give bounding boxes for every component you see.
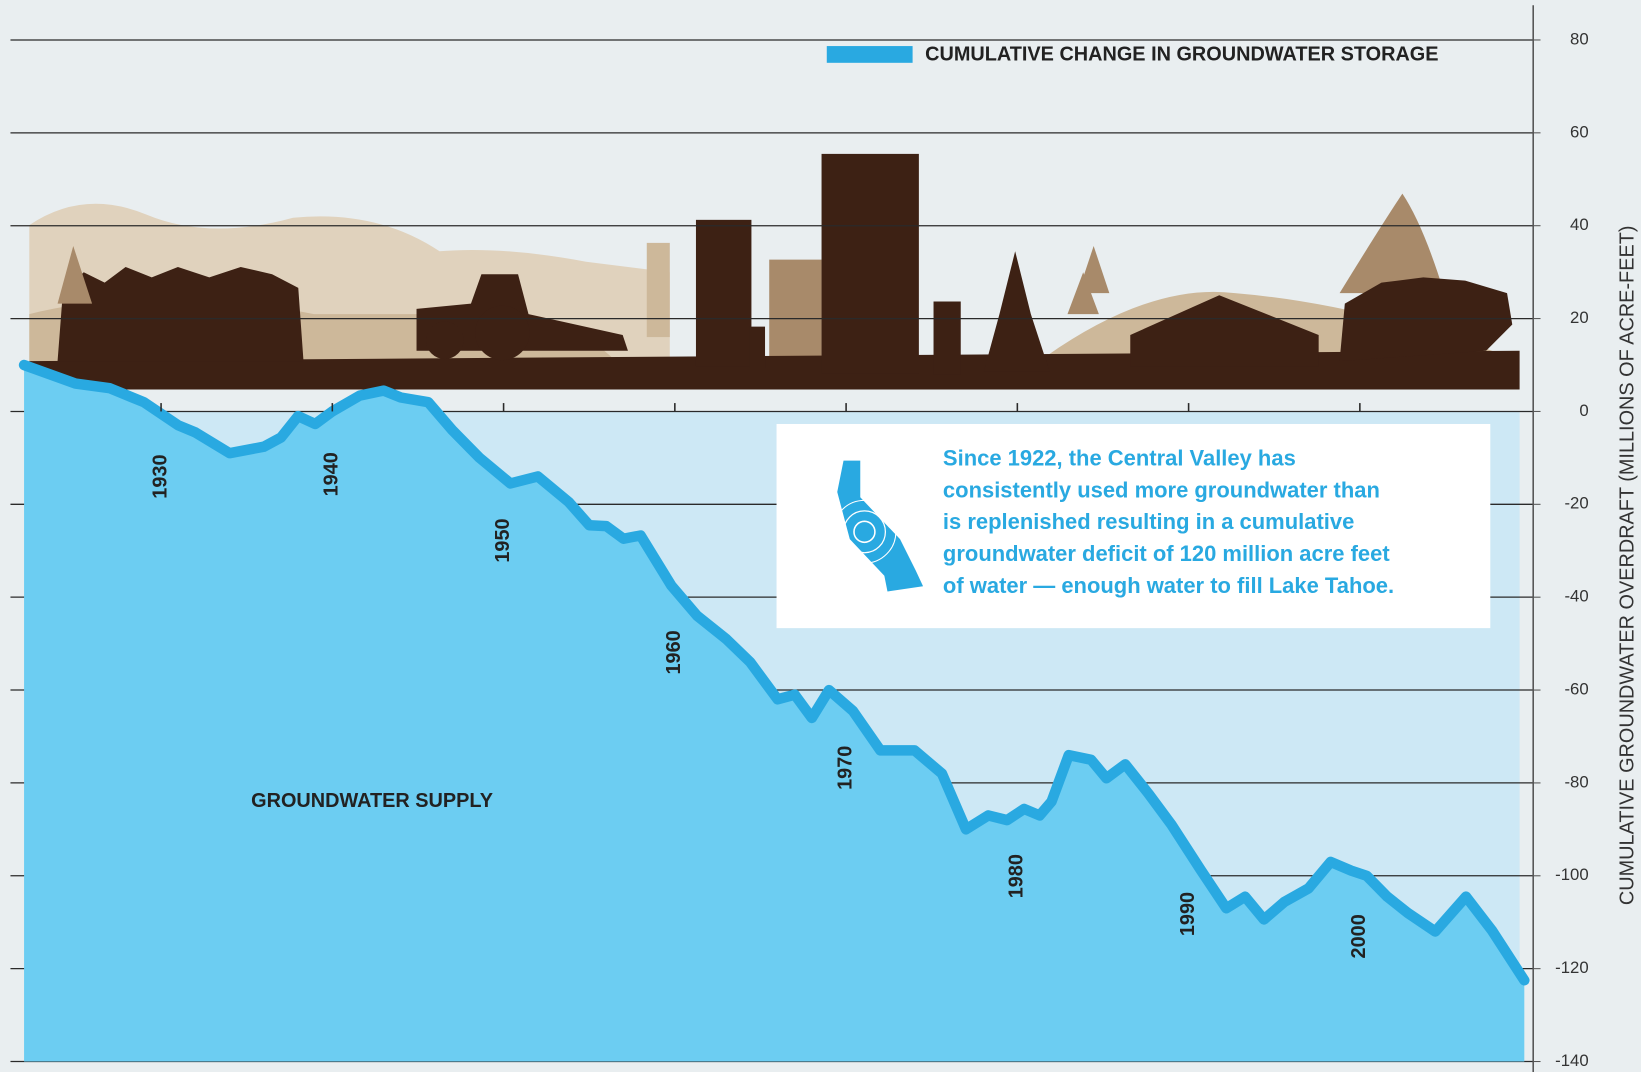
tree (1339, 193, 1445, 294)
tree (983, 251, 1050, 372)
tree (57, 246, 93, 304)
trees (1339, 277, 1513, 362)
y-tick-label: -20 (1564, 494, 1588, 513)
icon-ring (842, 510, 887, 554)
california-icon (837, 460, 924, 592)
legend-label: CUMULATIVE CHANGE IN GROUNDWATER STORAGE (925, 44, 1438, 66)
x-tick-label: 1990 (1177, 892, 1199, 936)
x-tick-label: 1980 (1006, 854, 1028, 898)
callout-line: consistently used more groundwater than (943, 477, 1380, 502)
labels: 80 60 40 20 0 -20 -40 -60 -80 -100 -120 -140 1930 194… (149, 29, 1588, 1070)
legend-swatch (826, 46, 913, 63)
y-tick-label: 80 (1570, 29, 1589, 48)
callout-line: is replenished resulting in a cumulative (943, 509, 1354, 534)
y-tick-label: -120 (1555, 958, 1588, 977)
building (769, 259, 822, 365)
y-tick-label: 20 (1570, 308, 1589, 327)
x-tick-label: 2000 (1348, 914, 1370, 958)
orchard (57, 266, 304, 362)
area-label: GROUNDWATER SUPPLY (251, 790, 493, 812)
icon-ring (832, 499, 897, 564)
tractor (416, 274, 628, 351)
wheel (425, 321, 464, 360)
y-tick-label: -100 (1555, 865, 1588, 884)
callout-line: of water — enough water to fill Lake Tah… (943, 573, 1394, 598)
y-tick-label: -40 (1564, 587, 1588, 606)
barn (1130, 295, 1319, 367)
callout-text: Since 1922, the Central Valley has consis… (943, 445, 1394, 598)
y-tick-label: 40 (1570, 215, 1589, 234)
building (821, 153, 919, 374)
data-layer (18, 359, 1530, 1062)
y-tick-label: -80 (1564, 772, 1588, 791)
x-tick-label: 1960 (663, 630, 685, 674)
y-tick-label: 60 (1570, 122, 1589, 141)
x-tick-label: 1930 (149, 454, 171, 498)
y-tick-label: 0 (1579, 401, 1588, 420)
y-axis-title: CUMULATIVE GROUNDWATER OVERDRAFT (MILLIO… (1617, 226, 1639, 906)
area (24, 365, 1525, 1062)
callout-line: groundwater deficit of 120 million acre … (943, 541, 1390, 566)
building (749, 326, 766, 369)
building (646, 242, 670, 338)
skyline-illustration (29, 153, 1520, 390)
y-tick-label: -60 (1564, 679, 1588, 698)
callout-line: Since 1922, the Central Valley has (943, 445, 1296, 470)
x-tick-label: 1970 (834, 746, 856, 790)
wheel (475, 305, 530, 361)
x-tick-label: 1940 (321, 452, 343, 496)
icon-ring (853, 520, 876, 544)
tree (1067, 246, 1110, 315)
building (695, 219, 752, 367)
building (933, 301, 961, 375)
line (18, 359, 1530, 986)
y-tick-label: -140 (1555, 1051, 1588, 1070)
x-tick-label: 1950 (492, 518, 514, 562)
